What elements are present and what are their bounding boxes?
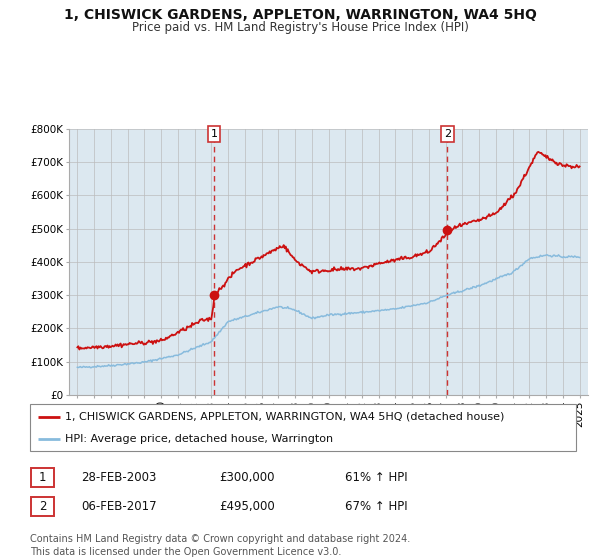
FancyBboxPatch shape: [31, 497, 54, 516]
Text: 1, CHISWICK GARDENS, APPLETON, WARRINGTON, WA4 5HQ: 1, CHISWICK GARDENS, APPLETON, WARRINGTO…: [64, 8, 536, 22]
FancyBboxPatch shape: [31, 468, 54, 487]
Text: Price paid vs. HM Land Registry's House Price Index (HPI): Price paid vs. HM Land Registry's House …: [131, 21, 469, 34]
Text: 61% ↑ HPI: 61% ↑ HPI: [345, 470, 407, 484]
FancyBboxPatch shape: [30, 404, 576, 451]
Text: HPI: Average price, detached house, Warrington: HPI: Average price, detached house, Warr…: [65, 434, 334, 444]
Text: £495,000: £495,000: [219, 500, 275, 514]
Text: £300,000: £300,000: [219, 470, 275, 484]
Text: 28-FEB-2003: 28-FEB-2003: [81, 470, 157, 484]
Text: 2: 2: [444, 129, 451, 139]
Text: 06-FEB-2017: 06-FEB-2017: [81, 500, 157, 514]
Text: 1, CHISWICK GARDENS, APPLETON, WARRINGTON, WA4 5HQ (detached house): 1, CHISWICK GARDENS, APPLETON, WARRINGTO…: [65, 412, 505, 422]
Text: 2: 2: [39, 500, 46, 514]
Text: 1: 1: [211, 129, 218, 139]
Text: 67% ↑ HPI: 67% ↑ HPI: [345, 500, 407, 514]
Text: Contains HM Land Registry data © Crown copyright and database right 2024.
This d: Contains HM Land Registry data © Crown c…: [30, 534, 410, 557]
Text: 1: 1: [39, 470, 46, 484]
